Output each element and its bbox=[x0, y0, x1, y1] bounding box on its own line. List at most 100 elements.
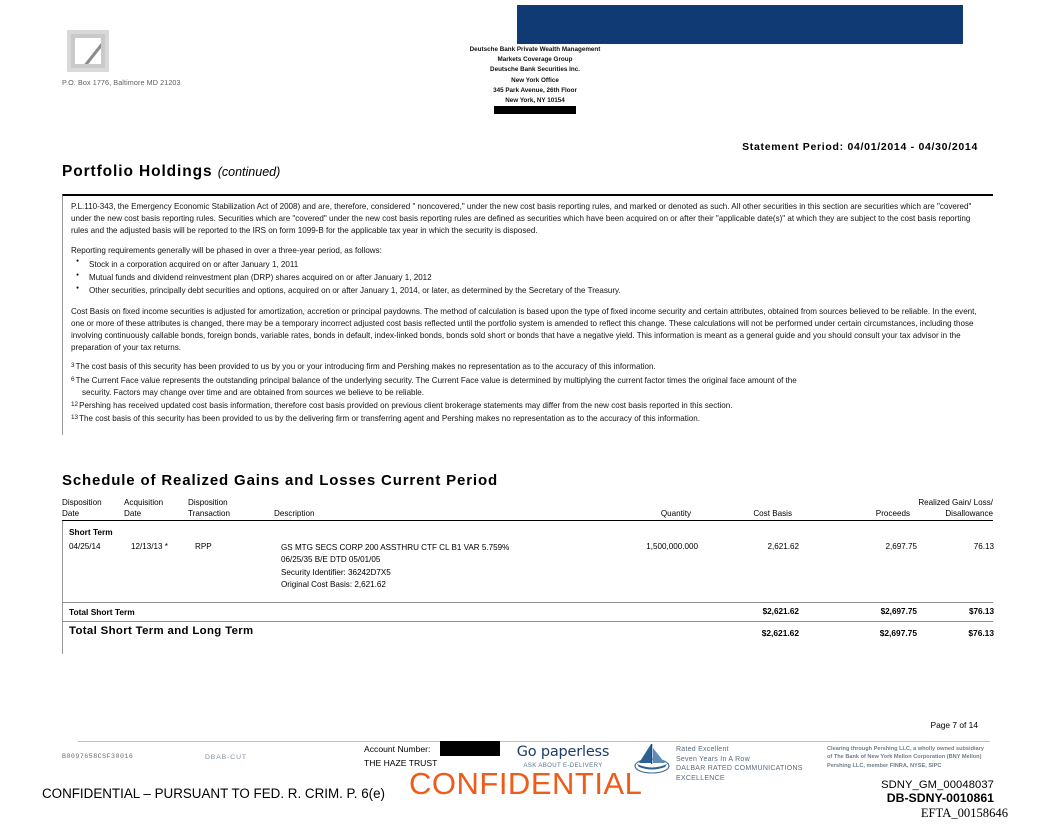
footnote-marker: 3 bbox=[71, 362, 75, 370]
footnote-text: Pershing has received updated cost basis… bbox=[79, 401, 733, 411]
disclosure-paragraph-3: Cost Basis on fixed income securities is… bbox=[71, 306, 977, 353]
cell-quantity: 1,500,000.000 bbox=[646, 542, 698, 551]
cell-transaction: RPP bbox=[195, 542, 212, 551]
bates-number-db-sdny: DB-SDNY-0010861 bbox=[886, 791, 994, 805]
column-header-line2: Transaction bbox=[188, 508, 230, 518]
dalbar-line-4: EXCELLENCE bbox=[676, 774, 725, 782]
footnote-text-continued: security. Factors may change over time a… bbox=[82, 387, 425, 397]
column-header-disposition-date: Disposition Date bbox=[62, 498, 102, 519]
grand-total-row: Total Short Term and Long Term $2,621.62… bbox=[62, 621, 994, 645]
column-header-line2: Date bbox=[62, 508, 80, 518]
address-redacted-line bbox=[455, 106, 615, 116]
fed-crim-confidentiality-notice: CONFIDENTIAL – PURSUANT TO FED. R. CRIM.… bbox=[42, 786, 386, 801]
column-header-proceeds: Proceeds bbox=[875, 508, 910, 518]
total-short-term-cost-basis: $2,621.62 bbox=[762, 607, 799, 616]
table-body: Short Term 04/25/14 12/13/13 * RPP GS MT… bbox=[62, 521, 994, 602]
page-title-continued: (continued) bbox=[217, 165, 281, 179]
company-address-block: Deutsche Bank Private Wealth Management … bbox=[455, 45, 615, 116]
footnote-12: 12Pershing has received updated cost bas… bbox=[71, 400, 987, 412]
account-number-redaction bbox=[440, 741, 500, 756]
address-line-1: Deutsche Bank Private Wealth Management bbox=[469, 46, 601, 53]
column-header-disposition-transaction: Disposition Transaction bbox=[188, 498, 230, 519]
list-item: Stock in a corporation acquired on or af… bbox=[76, 258, 987, 271]
column-header-realized-gain-loss: Realized Gain/ Loss/ Disallowance bbox=[810, 498, 993, 519]
disclosure-block: P.L.110-343, the Emergency Economic Stab… bbox=[62, 194, 993, 435]
footnote-marker: 13 bbox=[71, 414, 79, 422]
footnote-6: 6The Current Face value represents the o… bbox=[71, 375, 987, 399]
grand-total-proceeds: $2,697.75 bbox=[879, 628, 917, 638]
column-header-acquisition-date: Acquisition Date bbox=[124, 498, 163, 519]
redaction-bar bbox=[494, 106, 576, 115]
group-label-short-term: Short Term bbox=[69, 527, 113, 537]
address-line-2: Markets Coverage Group bbox=[497, 56, 573, 64]
total-short-term-realized: $76.13 bbox=[968, 607, 994, 616]
account-holder-name: THE HAZE TRUST bbox=[364, 758, 438, 768]
footer-divider bbox=[78, 741, 990, 742]
footnote-13: 13The cost basis of this security has be… bbox=[71, 413, 987, 425]
footnote-marker: 6 bbox=[71, 375, 75, 383]
column-header-description: Description bbox=[274, 508, 315, 518]
grand-total-realized: $76.13 bbox=[968, 628, 994, 638]
total-short-term-row: Total Short Term $2,621.62 $2,697.75 $76… bbox=[62, 602, 994, 621]
confidential-watermark: CONFIDENTIAL bbox=[409, 766, 643, 801]
footer-dbab-code: DBAB-CUT bbox=[205, 754, 247, 761]
pershing-line-3: Pershing LLC, member FINRA, NYSE, SIPC bbox=[827, 762, 942, 769]
address-line-6: New York, NY 10154 bbox=[505, 96, 565, 104]
cell-proceeds: 2,697.75 bbox=[885, 542, 917, 551]
column-header-line1: Acquisition bbox=[124, 498, 164, 508]
list-item: Mutual funds and dividend reinvestment p… bbox=[76, 272, 987, 284]
go-paperless-subtext: ASK ABOUT E-DELIVERY bbox=[523, 761, 603, 769]
table-tail-rule bbox=[62, 642, 64, 654]
dalbar-sailboat-seal-icon bbox=[634, 744, 670, 774]
bates-number-sdny-gm: SDNY_GM_00048037 bbox=[881, 779, 994, 791]
footnote-marker: 12 bbox=[71, 401, 79, 409]
cell-cost-basis: 2,621.62 bbox=[767, 542, 799, 551]
description-line-3: Security Identifier: 36242D7X5 bbox=[281, 567, 391, 577]
address-line-3: Deutsche Bank Securities Inc. bbox=[490, 66, 580, 74]
footnote-3: 3The cost basis of this security has bee… bbox=[71, 361, 987, 373]
description-line-2: 06/25/35 B/E DTD 05/01/05 bbox=[281, 555, 381, 565]
disclosure-paragraph-2: Reporting requirements generally will be… bbox=[71, 245, 382, 255]
address-line-4: New York Office bbox=[511, 76, 559, 84]
list-item: Other securities, principally debt secur… bbox=[76, 285, 987, 297]
cell-disposition-date: 04/25/14 bbox=[69, 542, 101, 551]
footnote-text: The cost basis of this security has been… bbox=[75, 362, 656, 372]
deutsche-bank-logo bbox=[67, 30, 109, 72]
page-number: Page 7 of 14 bbox=[930, 720, 979, 730]
realized-gains-table: Disposition Date Acquisition Date Dispos… bbox=[62, 494, 994, 645]
logo-slash-icon bbox=[84, 43, 101, 64]
total-short-term-label: Total Short Term bbox=[69, 607, 135, 617]
bates-number-efta: EFTA_00158646 bbox=[920, 806, 1008, 820]
disclosure-paragraph-1: P.L.110-343, the Emergency Economic Stab… bbox=[71, 202, 972, 236]
statement-period: Statement Period: 04/01/2014 - 04/30/201… bbox=[742, 141, 978, 153]
column-header-line1: Disposition bbox=[188, 498, 228, 508]
pershing-line-1: Clearing through Pershing LLC, a wholly … bbox=[827, 746, 984, 752]
column-header-line1: Disposition bbox=[62, 498, 102, 508]
grand-total-cost-basis: $2,621.62 bbox=[761, 628, 799, 638]
cell-description: GS MTG SECS CORP 200 ASSTHRU CTF CL B1 V… bbox=[281, 542, 701, 591]
header-blue-bar bbox=[517, 5, 963, 44]
address-line-5: 345 Park Avenue, 26th Floor bbox=[493, 86, 577, 94]
column-header-quantity: Quantity bbox=[660, 508, 691, 518]
account-number-label: Account Number: bbox=[364, 744, 431, 754]
go-paperless-promo: Go paperless ASK ABOUT E-DELIVERY bbox=[498, 745, 628, 769]
table-header-row: Disposition Date Acquisition Date Dispos… bbox=[62, 494, 993, 521]
cell-realized-gain-loss: 76.13 bbox=[973, 542, 994, 551]
logo-inner-square bbox=[75, 38, 101, 64]
column-header-cost-basis: Cost Basis bbox=[753, 508, 792, 518]
pershing-clearing-note: Clearing through Pershing LLC, a wholly … bbox=[827, 745, 984, 770]
pershing-line-2: of The Bank of New York Mellon Corporati… bbox=[827, 754, 982, 761]
page-title: Portfolio Holdings (continued) bbox=[62, 163, 280, 181]
logo-return-address: P.O. Box 1776, Baltimore MD 21203 bbox=[62, 78, 181, 87]
grand-total-label: Total Short Term and Long Term bbox=[69, 625, 254, 637]
description-line-4: Original Cost Basis: 2,621.62 bbox=[281, 579, 386, 589]
page-title-main: Portfolio Holdings bbox=[62, 163, 213, 180]
column-header-line2: Date bbox=[124, 508, 142, 518]
dalbar-line-3: DALBAR RATED COMMUNICATIONS bbox=[676, 765, 803, 773]
total-short-term-proceeds: $2,697.75 bbox=[880, 607, 917, 616]
column-header-line1: Realized Gain/ Loss/ bbox=[918, 498, 993, 508]
column-header-line2: Disallowance bbox=[945, 508, 993, 518]
dalbar-line-2: Seven Years In A Row bbox=[676, 755, 750, 763]
footer-batch-code: B0097658CSF30016 bbox=[62, 753, 134, 760]
